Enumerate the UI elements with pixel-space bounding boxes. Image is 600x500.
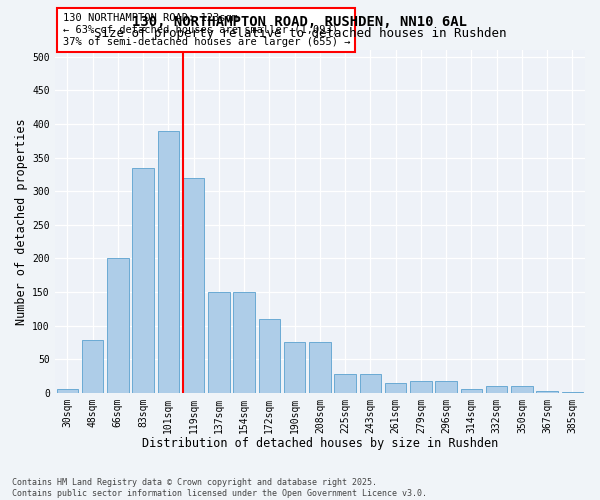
Bar [233, 292, 255, 392]
Text: 130 NORTHAMPTON ROAD: 123sqm
← 63% of detached houses are smaller (1,093)
37% of: 130 NORTHAMPTON ROAD: 123sqm ← 63% of de… [62, 14, 350, 46]
Bar [410, 380, 431, 392]
Bar [486, 386, 508, 392]
Bar [133, 168, 154, 392]
Bar [536, 390, 558, 392]
Bar [82, 340, 103, 392]
Bar [56, 390, 78, 392]
Bar [259, 319, 280, 392]
Text: Size of property relative to detached houses in Rushden: Size of property relative to detached ho… [94, 28, 506, 40]
Bar [284, 342, 305, 392]
Bar [385, 382, 406, 392]
Bar [334, 374, 356, 392]
Bar [208, 292, 230, 392]
Bar [158, 130, 179, 392]
Y-axis label: Number of detached properties: Number of detached properties [15, 118, 28, 324]
Text: 130, NORTHAMPTON ROAD, RUSHDEN, NN10 6AL: 130, NORTHAMPTON ROAD, RUSHDEN, NN10 6AL [133, 15, 467, 29]
Text: Contains HM Land Registry data © Crown copyright and database right 2025.
Contai: Contains HM Land Registry data © Crown c… [12, 478, 427, 498]
Bar [436, 380, 457, 392]
Bar [309, 342, 331, 392]
X-axis label: Distribution of detached houses by size in Rushden: Distribution of detached houses by size … [142, 437, 498, 450]
Bar [107, 258, 128, 392]
Bar [511, 386, 533, 392]
Bar [359, 374, 381, 392]
Bar [183, 178, 204, 392]
Bar [461, 390, 482, 392]
